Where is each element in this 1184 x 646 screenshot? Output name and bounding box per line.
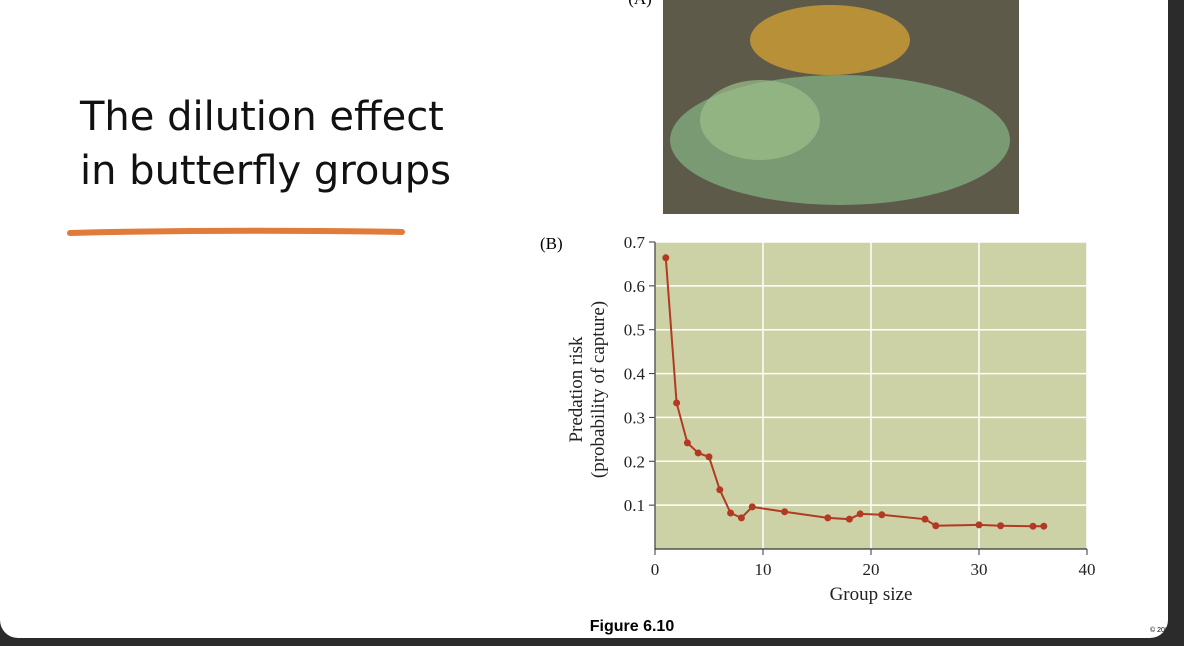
title-underline [67,227,405,236]
data-point [781,508,789,516]
data-point [856,510,864,518]
data-point [1029,522,1037,530]
data-point [727,509,735,517]
data-point [932,522,940,530]
data-point [683,439,691,447]
data-point [975,521,983,529]
slide-title-line: The dilution effect [79,94,444,140]
y-tick-label: 0.1 [624,496,645,515]
panel-label: (A) [628,0,652,8]
photo [663,0,1019,214]
y-tick-label: 0.5 [624,321,645,340]
y-tick-label: 0.7 [624,233,646,252]
y-axis-label: (probability of capture) [588,301,609,478]
y-tick-label: 0.2 [624,452,645,471]
data-point [878,511,886,519]
data-point [673,399,681,407]
data-point [997,522,1005,530]
data-point [694,449,702,457]
copyright: © 2009 S [1150,626,1168,634]
data-point [737,514,745,522]
slide-title-line: in butterfly groups [80,148,451,194]
chart: The dilution effect in butterfly groups … [67,0,1168,635]
data-point [824,514,832,522]
data-point [1040,522,1048,530]
figure-caption: Figure 6.10 [590,618,675,635]
data-point [705,453,713,461]
data-point [845,515,853,523]
slide: The dilution effect in butterfly groups … [0,0,1168,638]
x-tick-label: 20 [863,560,880,579]
y-axis-label: Predation risk [566,336,587,443]
x-tick-label: 10 [755,560,772,579]
data-point [662,254,670,262]
y-tick-label: 0.6 [624,277,645,296]
data-point [716,486,724,494]
data-point [748,503,756,511]
x-tick-label: 0 [651,560,660,579]
data-point [921,515,929,523]
panel-label: (B) [540,234,563,253]
x-tick-label: 40 [1079,560,1096,579]
x-tick-label: 30 [971,560,988,579]
x-axis-label: Group size [830,584,913,605]
y-tick-label: 0.4 [624,365,646,384]
y-tick-label: 0.3 [624,408,645,427]
